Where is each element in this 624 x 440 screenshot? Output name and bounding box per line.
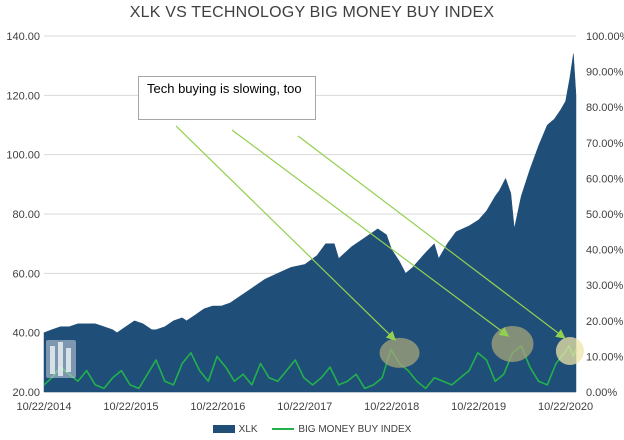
x-tick-label: 10/22/2016 bbox=[190, 401, 245, 413]
annotation-arrow bbox=[231, 129, 510, 337]
y-right-tick-label: 50.00% bbox=[586, 209, 624, 221]
x-tick-label: 10/22/2017 bbox=[277, 401, 332, 413]
y-left-tick-label: 20.00 bbox=[12, 387, 40, 399]
y-right-tick-label: 70.00% bbox=[586, 138, 624, 150]
y-right-tick-label: 100.00% bbox=[586, 31, 624, 43]
y-right-tick-label: 10.00% bbox=[586, 351, 624, 363]
annotation-arrow bbox=[297, 135, 566, 339]
annotation-arrow bbox=[175, 125, 397, 341]
highlight-ellipse bbox=[379, 337, 420, 368]
series-buy-index-line bbox=[43, 344, 577, 390]
y-right-tick-label: 80.00% bbox=[586, 102, 624, 114]
legend-swatch-xlk bbox=[212, 425, 235, 434]
y-left-tick-label: 80.00 bbox=[12, 209, 40, 221]
series-xlk-area bbox=[43, 53, 577, 393]
y-left-tick-label: 40.00 bbox=[12, 328, 40, 340]
x-tick-label: 10/22/2018 bbox=[364, 401, 419, 413]
y-right-tick-label: 90.00% bbox=[586, 67, 624, 79]
annotation-callout: Tech buying is slowing, too bbox=[138, 76, 316, 120]
legend-item-xlk: XLK bbox=[212, 424, 258, 435]
x-tick-label: 10/22/2015 bbox=[103, 401, 158, 413]
x-tick-label: 10/22/2019 bbox=[451, 401, 506, 413]
legend-swatch-buy-index bbox=[272, 428, 295, 431]
legend-label-buy-index: BIG MONEY BUY INDEX bbox=[298, 424, 412, 435]
legend-label-xlk: XLK bbox=[238, 424, 258, 435]
buy-index-line-layer bbox=[43, 344, 577, 390]
y-right-tick-label: 0.00% bbox=[586, 387, 617, 399]
highlight-ellipse bbox=[555, 337, 584, 366]
x-axis-ticks: 10/22/2014 10/22/2015 10/22/2016 10/22/2017… bbox=[16, 401, 593, 413]
right-axis-ticks: 0.00% 10.00% 20.00% 30.00% 40.00% 50.00% 60.00… bbox=[586, 31, 624, 399]
y-left-tick-label: 140.00 bbox=[6, 31, 40, 43]
y-right-tick-label: 60.00% bbox=[586, 173, 624, 185]
logo-watermark bbox=[46, 340, 76, 378]
y-left-tick-label: 60.00 bbox=[12, 268, 40, 280]
y-left-tick-label: 100.00 bbox=[6, 150, 40, 162]
legend: XLK BIG MONEY BUY INDEX bbox=[0, 424, 624, 435]
annotation-arrows bbox=[175, 125, 566, 341]
y-right-tick-label: 40.00% bbox=[586, 245, 624, 257]
highlight-ellipse bbox=[491, 325, 534, 362]
xlk-area-layer bbox=[43, 53, 577, 393]
y-left-tick-label: 120.00 bbox=[6, 90, 40, 102]
x-tick-label: 10/22/2014 bbox=[16, 401, 71, 413]
legend-item-buy-index: BIG MONEY BUY INDEX bbox=[272, 424, 411, 435]
y-right-tick-label: 20.00% bbox=[586, 316, 624, 328]
chart-title: XLK VS TECHNOLOGY BIG MONEY BUY INDEX bbox=[129, 4, 495, 21]
y-right-tick-label: 30.00% bbox=[586, 280, 624, 292]
x-tick-label: 10/22/2020 bbox=[538, 401, 593, 413]
left-axis-ticks: 20.00 40.00 60.00 80.00 100.00 120.00 140.00 bbox=[6, 31, 40, 399]
